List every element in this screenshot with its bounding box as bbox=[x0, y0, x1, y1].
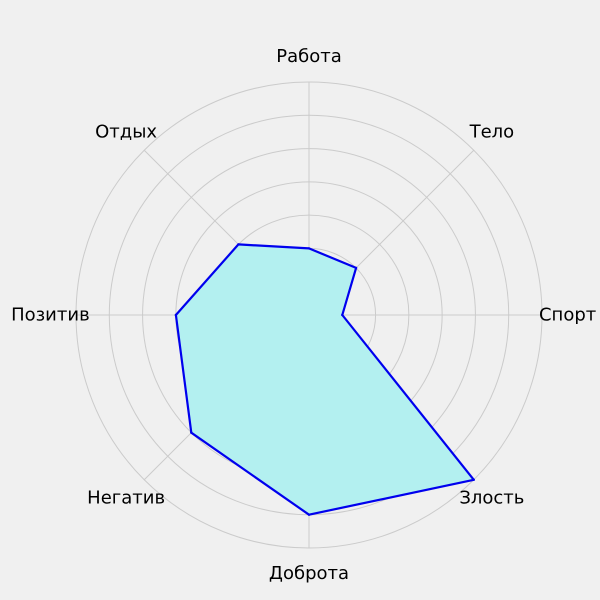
data-point-3 bbox=[307, 247, 311, 250]
data-point-2 bbox=[354, 266, 358, 270]
axis-label-5: Позитив bbox=[11, 305, 90, 326]
data-point-5 bbox=[174, 313, 178, 317]
data-point-8 bbox=[472, 478, 475, 481]
data-point-1 bbox=[341, 313, 344, 317]
data-point-6 bbox=[190, 431, 193, 434]
axis-label-7: Доброта bbox=[269, 563, 349, 584]
axis-label-2: Тело bbox=[469, 122, 515, 143]
axis-label-8: Злость bbox=[459, 487, 524, 508]
data-point-4 bbox=[237, 243, 240, 246]
axis-label-3: Работа bbox=[276, 46, 342, 67]
label-layer: Спорт Тело Работа Отдых Позитив Негатив Доброт… bbox=[11, 46, 596, 584]
data-point-7 bbox=[307, 513, 311, 516]
series-area-1 bbox=[175, 244, 474, 515]
axis-label-1: Спорт bbox=[539, 305, 596, 326]
data-layer bbox=[174, 243, 475, 516]
axis-label-6: Негатив bbox=[87, 487, 165, 508]
axis-label-4: Отдых bbox=[95, 122, 157, 143]
